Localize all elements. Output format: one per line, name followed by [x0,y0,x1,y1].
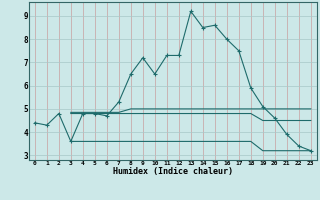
X-axis label: Humidex (Indice chaleur): Humidex (Indice chaleur) [113,167,233,176]
